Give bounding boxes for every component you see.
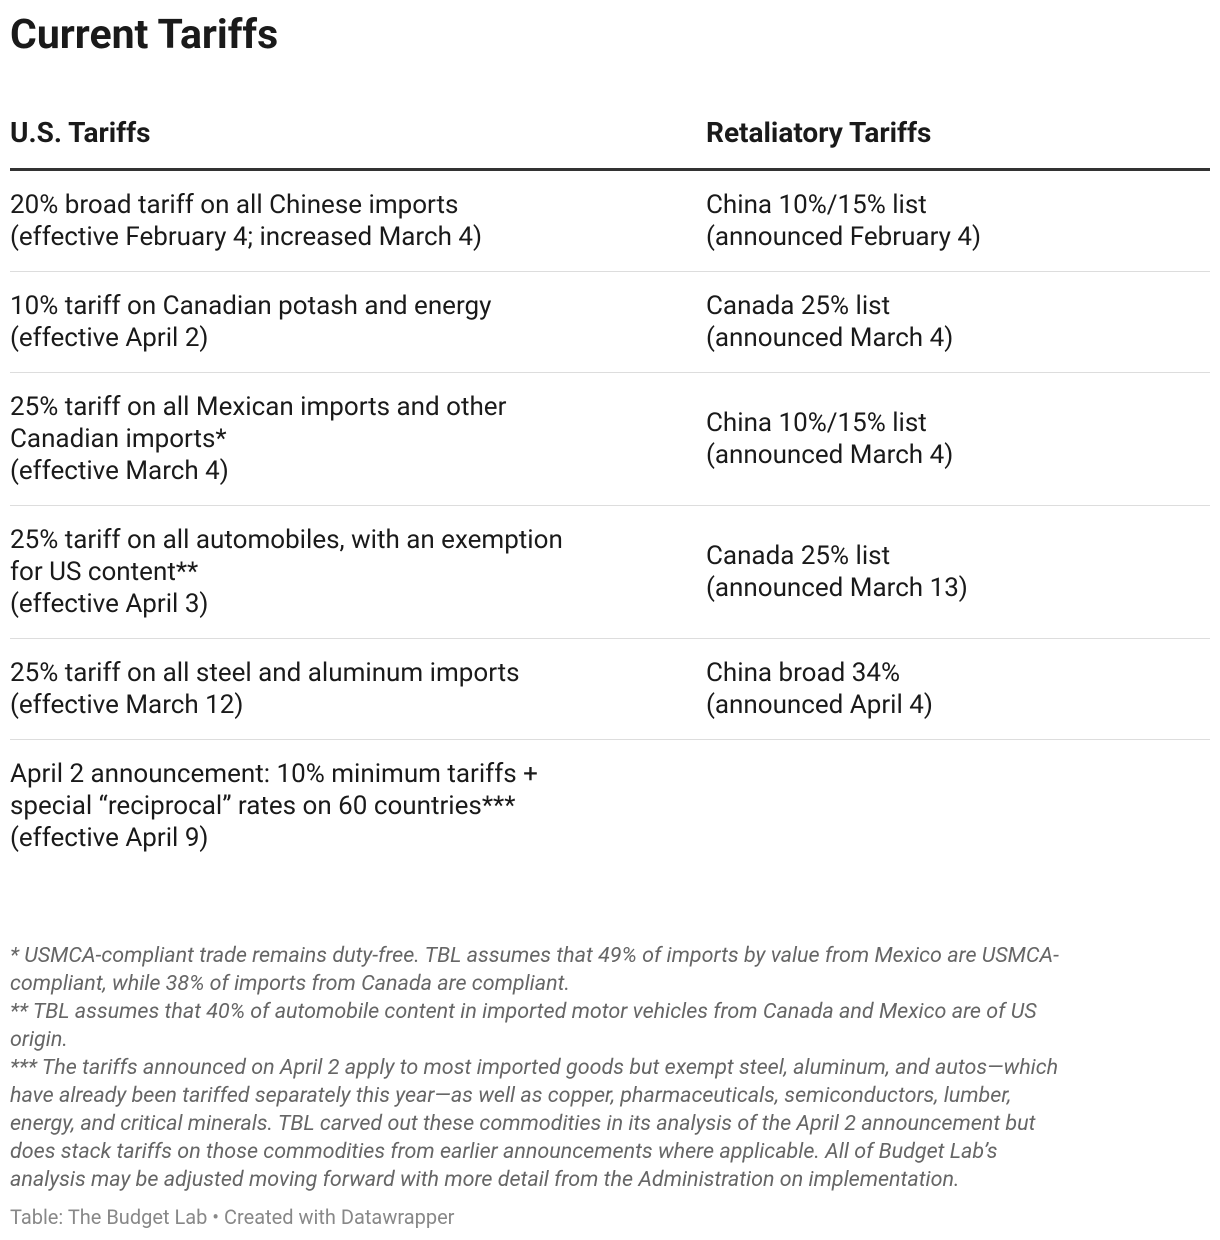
cell-line: for US content**	[10, 557, 199, 587]
cell-line: (announced March 4)	[706, 323, 954, 353]
cell-line: (announced April 4)	[706, 690, 933, 720]
footnote-line: * USMCA-compliant trade remains duty-fre…	[10, 943, 1059, 968]
column-header: U.S. Tariffs	[10, 116, 151, 149]
footnote-line: have already been tariffed separately th…	[10, 1083, 1012, 1108]
table-cell: 10% tariff on Canadian potash and energy…	[10, 290, 706, 354]
table-row: 10% tariff on Canadian potash and energy…	[10, 272, 1210, 373]
footnote-line: analysis may be adjusted moving forward …	[10, 1167, 960, 1192]
table-row: 25% tariff on all automobiles, with an e…	[10, 506, 1210, 639]
footnote-line: energy, and critical minerals. TBL carve…	[10, 1111, 1036, 1136]
cell-line: special “reciprocal” rates on 60 countri…	[10, 791, 516, 821]
table-row: 20% broad tariff on all Chinese imports(…	[10, 171, 1210, 272]
table-cell: 20% broad tariff on all Chinese imports(…	[10, 189, 706, 253]
cell-line: April 2 announcement: 10% minimum tariff…	[10, 759, 538, 789]
cell-line: (effective April 9)	[10, 823, 209, 853]
footnotes: * USMCA-compliant trade remains duty-fre…	[10, 942, 1215, 1194]
footnote-line: origin.	[10, 1027, 68, 1052]
cell-line: China 10%/15% list	[706, 408, 927, 438]
cell-line: (effective March 4)	[10, 456, 229, 486]
cell-line: (effective April 3)	[10, 589, 209, 619]
cell-line: 25% tariff on all steel and aluminum imp…	[10, 658, 520, 688]
cell-line: China broad 34%	[706, 658, 901, 688]
table-cell: China 10%/15% list (announced March 4)	[706, 407, 1210, 471]
cell-line: (effective February 4; increased March 4…	[10, 222, 483, 252]
cell-line: 25% tariff on all automobiles, with an e…	[10, 525, 563, 555]
table-cell: April 2 announcement: 10% minimum tariff…	[10, 758, 706, 854]
table-cell: China 10%/15% list (announced February 4)	[706, 189, 1210, 253]
table-cell: Canada 25% list (announced March 13)	[706, 540, 1210, 604]
cell-line: Canadian imports*	[10, 424, 227, 454]
table-cell: Canada 25% list (announced March 4)	[706, 290, 1210, 354]
cell-line: 25% tariff on all Mexican imports and ot…	[10, 392, 507, 422]
cell-line: (announced February 4)	[706, 222, 982, 252]
footnote-line: does stack tariffs on those commodities …	[10, 1139, 998, 1164]
cell-line: (announced March 4)	[706, 440, 954, 470]
table-cell: China broad 34% (announced April 4)	[706, 657, 1210, 721]
table-row: 25% tariff on all Mexican imports and ot…	[10, 373, 1210, 506]
table: U.S. Tariffs Retaliatory Tariffs 20% bro…	[10, 112, 1210, 872]
table-cell: 25% tariff on all automobiles, with an e…	[10, 524, 706, 620]
cell-line: 10% tariff on Canadian potash and energy	[10, 291, 492, 321]
cell-line: Canada 25% list	[706, 541, 891, 571]
source: Table: The Budget Lab • Created with Dat…	[10, 1205, 455, 1229]
column-header: Retaliatory Tariffs	[706, 116, 932, 149]
footnote-line: ** TBL assumes that 40% of automobile co…	[10, 999, 1037, 1024]
header-row: U.S. Tariffs Retaliatory Tariffs	[10, 112, 1210, 171]
table-cell: 25% tariff on all Mexican imports and ot…	[10, 391, 706, 487]
cell-line: Canada 25% list	[706, 291, 891, 321]
cell-line: (effective April 2)	[10, 323, 209, 353]
cell-line: (effective March 12)	[10, 690, 244, 720]
table-row: April 2 announcement: 10% minimum tariff…	[10, 740, 1210, 872]
footnote: ** TBL assumes that 40% of automobile co…	[10, 998, 1215, 1054]
table-row: 25% tariff on all steel and aluminum imp…	[10, 639, 1210, 740]
cell-line: China 10%/15% list	[706, 190, 927, 220]
cell-line: 20% broad tariff on all Chinese imports	[10, 190, 459, 220]
footnote: *** The tariffs announced on April 2 app…	[10, 1054, 1215, 1194]
cell-line: (announced March 13)	[706, 573, 968, 603]
table-cell: 25% tariff on all steel and aluminum imp…	[10, 657, 706, 721]
title: Current Tariffs	[10, 11, 279, 59]
footnote-line: compliant, while 38% of imports from Can…	[10, 971, 570, 996]
footnote: * USMCA-compliant trade remains duty-fre…	[10, 942, 1215, 998]
footnote-line: *** The tariffs announced on April 2 app…	[10, 1055, 1059, 1080]
